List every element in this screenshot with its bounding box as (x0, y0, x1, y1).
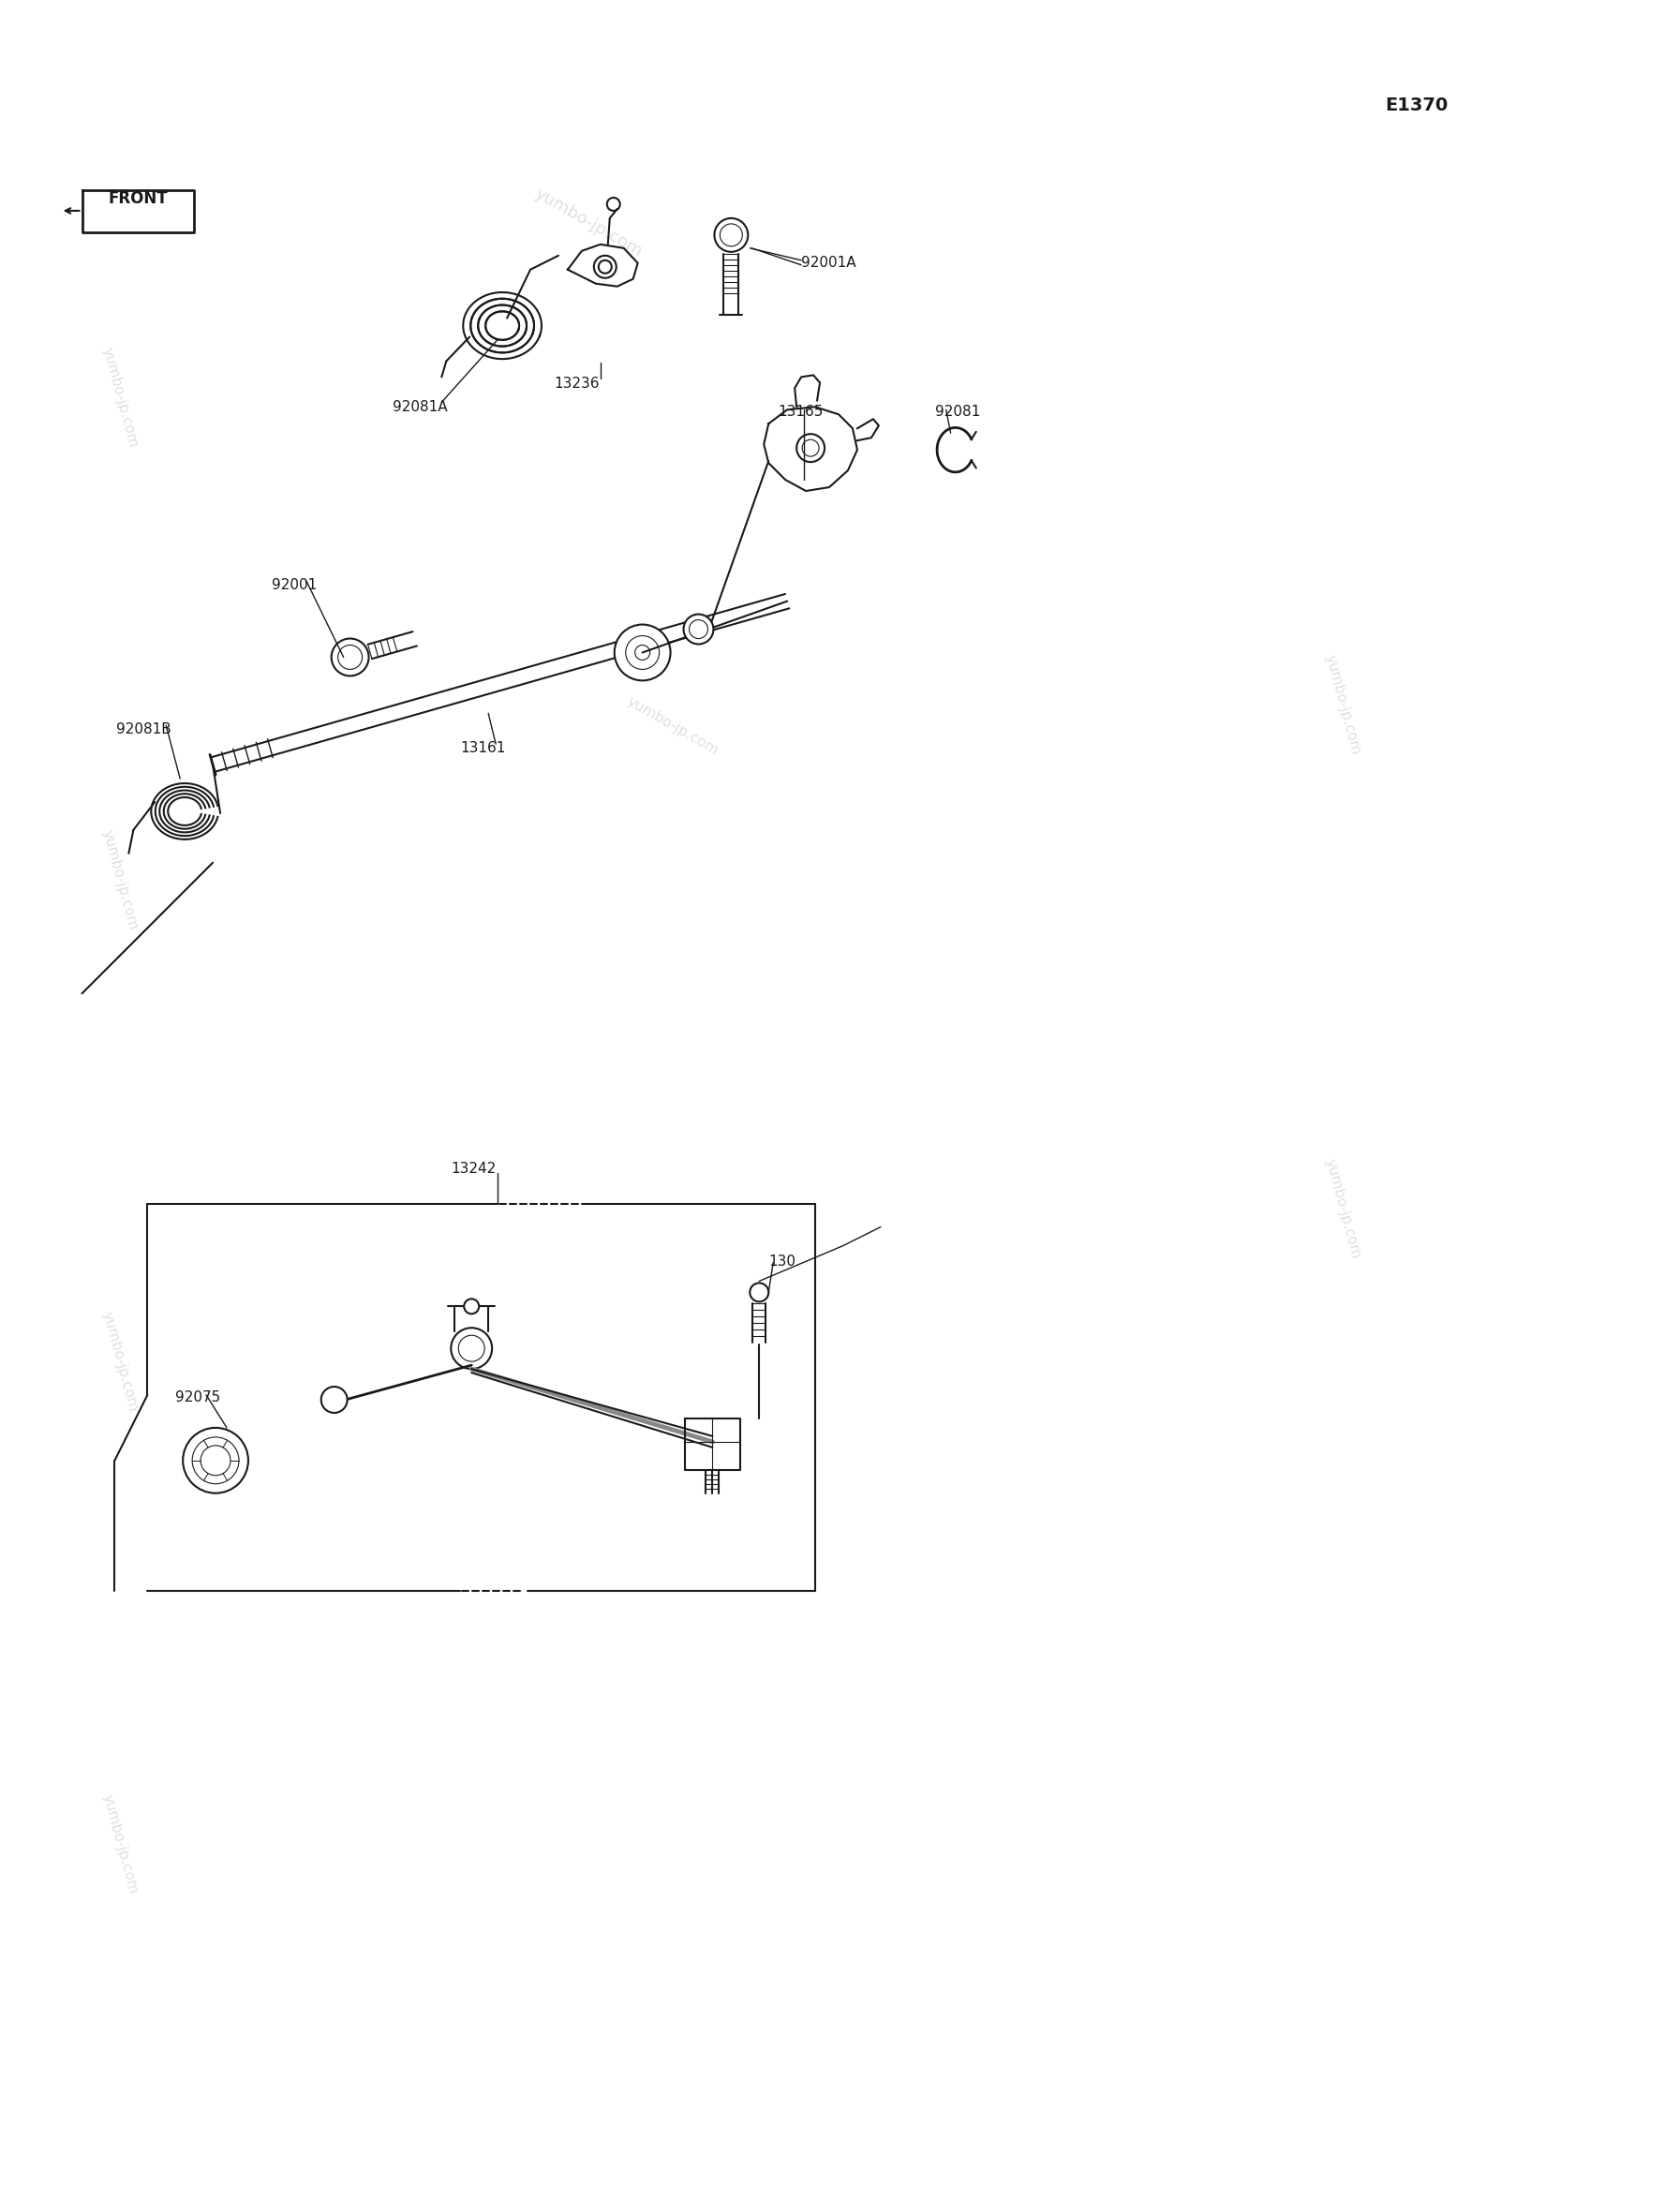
Text: 13236: 13236 (554, 378, 600, 391)
Text: yumbo-jp.com: yumbo-jp.com (625, 695, 721, 758)
Text: 13161: 13161 (460, 741, 506, 756)
Circle shape (321, 1387, 348, 1413)
Text: yumbo-jp.com: yumbo-jp.com (533, 185, 645, 259)
Circle shape (615, 624, 670, 681)
Circle shape (796, 433, 825, 462)
Text: 92075: 92075 (175, 1391, 220, 1405)
Circle shape (464, 1299, 479, 1314)
Text: 92001: 92001 (272, 578, 318, 591)
Text: 92081: 92081 (934, 404, 979, 420)
Text: FRONT: FRONT (108, 191, 168, 207)
Text: yumbo-jp.com: yumbo-jp.com (99, 347, 139, 448)
Circle shape (684, 613, 714, 644)
Text: E1370: E1370 (1384, 97, 1448, 114)
Text: yumbo-jp.com: yumbo-jp.com (99, 1310, 139, 1413)
Text: 92081B: 92081B (116, 723, 171, 736)
Circle shape (749, 1284, 768, 1301)
Circle shape (450, 1328, 492, 1369)
Polygon shape (684, 1418, 741, 1470)
Text: 92001A: 92001A (801, 255, 857, 270)
Circle shape (593, 255, 617, 277)
Circle shape (183, 1429, 249, 1492)
Circle shape (714, 218, 748, 253)
Text: 130: 130 (768, 1255, 796, 1268)
Text: 13165: 13165 (778, 404, 823, 420)
Circle shape (331, 640, 368, 677)
Text: yumbo-jp.com: yumbo-jp.com (1322, 653, 1362, 756)
Text: 92081A: 92081A (393, 400, 449, 415)
Text: yumbo-jp.com: yumbo-jp.com (99, 829, 139, 932)
Text: yumbo-jp.com: yumbo-jp.com (1322, 1156, 1362, 1259)
Text: 13242: 13242 (450, 1161, 496, 1176)
Text: yumbo-jp.com: yumbo-jp.com (99, 1791, 139, 1895)
